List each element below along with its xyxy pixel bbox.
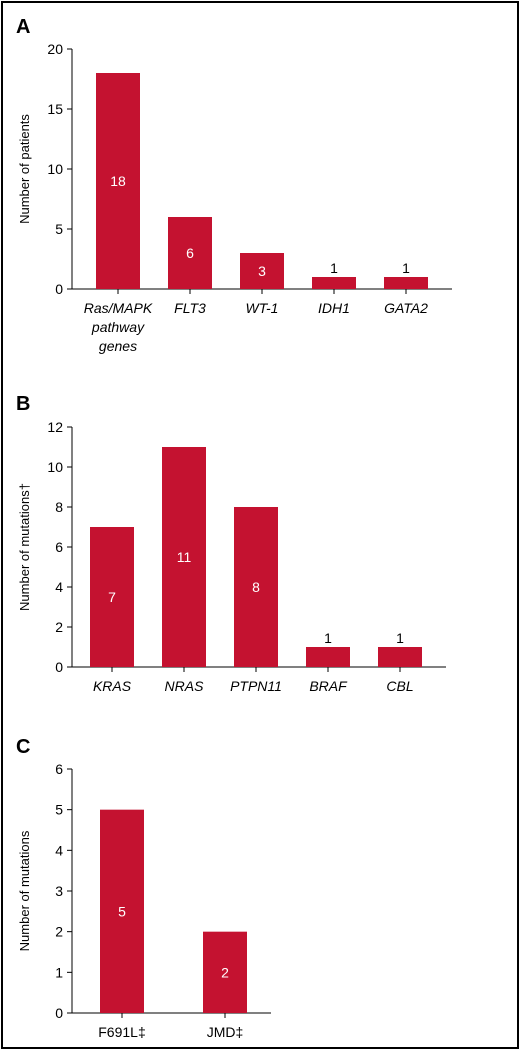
y-tick-label: 1: [55, 964, 63, 980]
data-label: 5: [118, 903, 126, 919]
bar: [168, 217, 212, 289]
panel-letter: C: [16, 736, 30, 758]
bar: [203, 931, 247, 1013]
x-tick-label: KRAS: [93, 678, 132, 694]
x-tick-label: JMD‡: [207, 1024, 244, 1040]
x-tick-label: GATA2: [384, 300, 428, 316]
y-tick-label: 2: [55, 924, 63, 940]
y-tick-label: 15: [47, 101, 63, 117]
y-tick-label: 4: [55, 842, 63, 858]
x-tick-label: Ras/MAPK pathway genes: [84, 300, 153, 354]
bar: [378, 647, 422, 667]
x-tick-label: BRAF: [309, 678, 348, 694]
data-label: 7: [108, 589, 116, 605]
y-tick-label: 12: [47, 419, 63, 435]
y-axis-label: Number of patients: [17, 114, 32, 224]
y-tick-label: 20: [47, 41, 63, 57]
bar: [234, 507, 278, 667]
x-tick-label: CBL: [386, 678, 413, 694]
data-label: 1: [324, 630, 332, 646]
x-tick-label: F691L‡: [98, 1024, 145, 1040]
y-tick-label: 5: [55, 221, 63, 237]
panel-letter: B: [16, 393, 30, 415]
y-tick-label: 8: [55, 499, 63, 515]
data-label: 1: [396, 630, 404, 646]
panel-b: B Number of mutations† 0 2 4 6 8 10 12 KRAS 7 NRAS 1…: [16, 393, 446, 694]
data-label: 2: [221, 964, 229, 980]
x-tick-label: WT-1: [246, 300, 279, 316]
data-label: 1: [330, 260, 338, 276]
bar: [100, 809, 144, 1013]
data-label: 18: [110, 173, 126, 189]
data-label: 1: [402, 260, 410, 276]
y-tick-label: 10: [47, 459, 63, 475]
y-axis-label: Number of mutations: [17, 830, 32, 951]
y-tick-label: 2: [55, 619, 63, 635]
y-tick-label: 6: [55, 761, 63, 777]
x-tick-label: NRAS: [165, 678, 205, 694]
data-label: 6: [186, 245, 194, 261]
data-label: 11: [177, 549, 192, 565]
bar: [384, 277, 428, 289]
bar: [240, 253, 284, 289]
data-label: 8: [252, 579, 260, 595]
panel-a: A Number of patients 0 5 10 15 20 Ras/MAPK pathw…: [16, 16, 452, 354]
y-tick-label: 10: [47, 161, 63, 177]
y-axis-label: Number of mutations†: [17, 483, 32, 611]
y-tick-label: 0: [55, 659, 63, 675]
y-tick-label: 0: [55, 1005, 63, 1021]
data-label: 3: [258, 263, 266, 279]
bar: [306, 647, 350, 667]
y-tick-label: 0: [55, 281, 63, 297]
y-tick-label: 5: [55, 802, 63, 818]
x-tick-label: IDH1: [318, 300, 350, 316]
y-tick-label: 3: [55, 883, 63, 899]
bar: [312, 277, 356, 289]
y-tick-label: 6: [55, 539, 63, 555]
panel-letter: A: [16, 16, 30, 38]
bar: [96, 73, 140, 289]
y-tick-label: 4: [55, 579, 63, 595]
bar: [162, 447, 206, 667]
bar: [90, 527, 134, 667]
panel-c: C Number of mutations 0 1 2 3 4 5 6 F691L‡ 5 JMD‡ 2: [16, 736, 271, 1040]
x-tick-label: PTPN11: [230, 678, 282, 694]
x-tick-label: FLT3: [174, 300, 206, 316]
